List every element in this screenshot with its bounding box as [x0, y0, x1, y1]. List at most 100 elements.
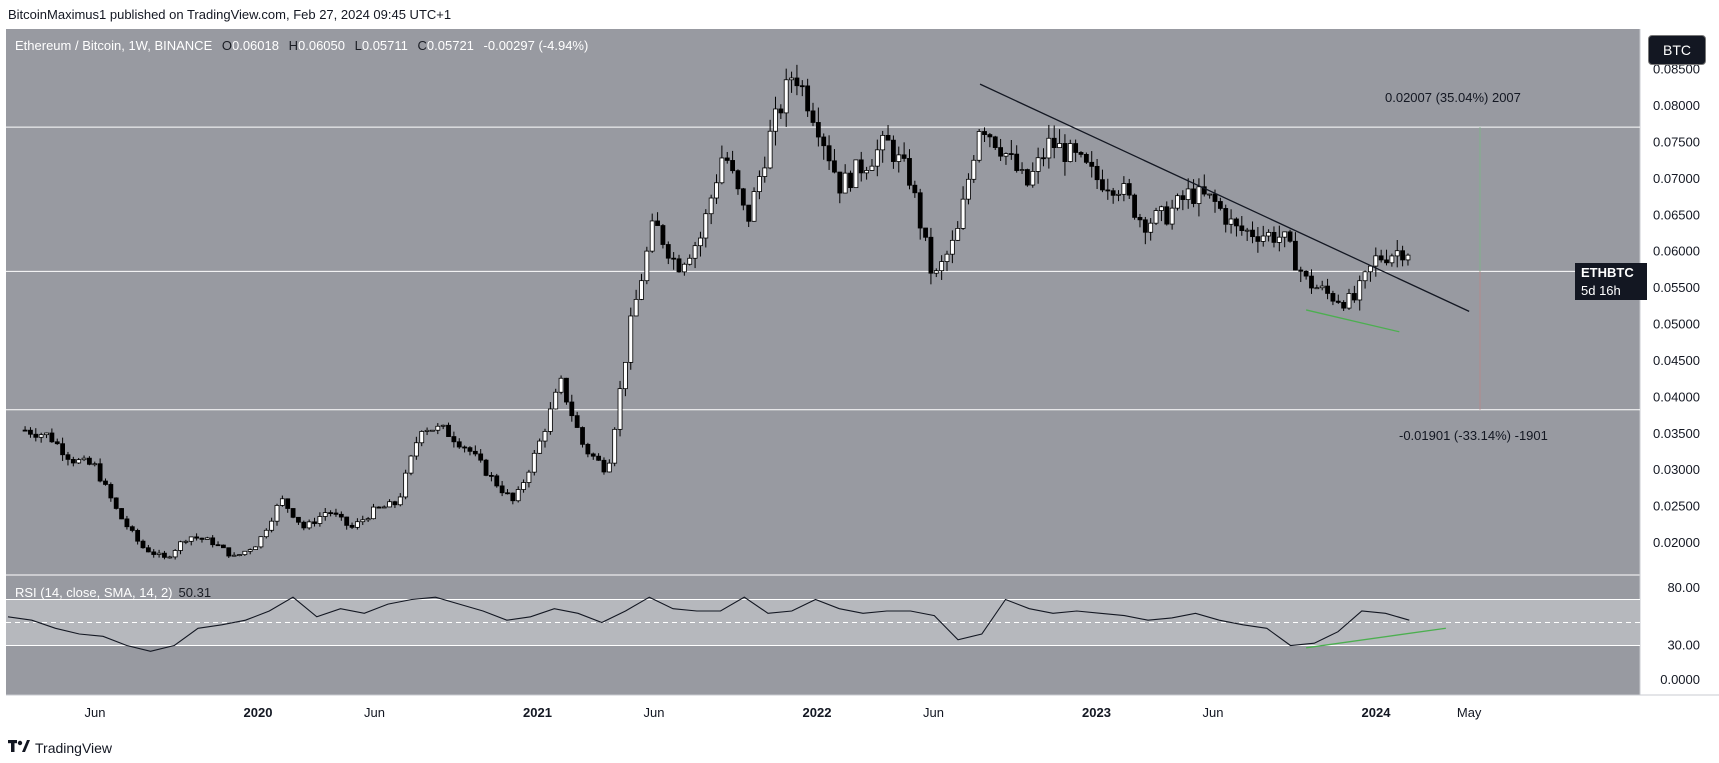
candle-up: [773, 108, 778, 132]
candle-up: [949, 239, 955, 255]
candle-down: [1014, 153, 1020, 171]
candle-down: [28, 429, 33, 435]
candle-down: [392, 501, 398, 506]
candle-down: [54, 441, 60, 445]
candle-up: [606, 462, 612, 473]
candle-down: [97, 463, 103, 482]
candle-down: [671, 257, 677, 260]
candle-down: [1335, 300, 1341, 303]
candle-down: [290, 508, 296, 518]
candle-up: [612, 428, 618, 464]
candle-up: [526, 471, 532, 483]
candle-down: [1051, 137, 1057, 149]
measure-upper-label: 0.02007 (35.04%) 2007: [1385, 90, 1521, 105]
candle-up: [1346, 293, 1352, 309]
candle-down: [60, 443, 66, 456]
candle-down: [1239, 225, 1245, 231]
candle-down: [301, 521, 307, 529]
candle-down: [1105, 189, 1111, 192]
candle-up: [322, 512, 328, 517]
price-tick-label: 0.04000: [1653, 389, 1700, 404]
candle-up: [1159, 206, 1164, 211]
candle-down: [1223, 208, 1229, 225]
candle-down: [22, 429, 28, 432]
candle-up: [553, 391, 559, 410]
candle-down: [805, 85, 811, 112]
candle-up: [617, 388, 623, 430]
candle-up: [408, 455, 414, 474]
candle-down: [489, 475, 494, 477]
candle-down: [1164, 206, 1170, 225]
candle-up: [698, 237, 703, 247]
candle-up: [413, 442, 419, 457]
candle-up: [274, 504, 280, 522]
candle-up: [76, 459, 82, 464]
time-tick-label: 2023: [1082, 705, 1111, 720]
candle-up: [306, 521, 312, 529]
rsi-axis: 80.00 30.00 0.0000: [1660, 580, 1700, 687]
candle-up: [1116, 193, 1121, 196]
rsi-tick-label: 30.00: [1667, 638, 1700, 653]
candle-down: [113, 497, 119, 509]
candle-up: [247, 549, 253, 552]
candle-up: [178, 541, 183, 551]
candle-down: [376, 506, 382, 509]
candle-down: [810, 110, 816, 123]
candle-down: [296, 516, 301, 523]
candle-up: [1394, 250, 1400, 257]
candle-up: [317, 516, 323, 524]
candle-down: [1025, 169, 1030, 186]
candle-up: [692, 245, 698, 259]
time-tick-label: 2024: [1362, 705, 1392, 720]
currency-button[interactable]: BTC: [1648, 35, 1706, 65]
drawings-layer: [979, 83, 1481, 410]
candle-up: [537, 440, 543, 454]
candle-up: [1067, 143, 1073, 162]
candle-up: [623, 361, 628, 390]
candle-down: [982, 131, 987, 135]
price-divergence-line: [1305, 309, 1400, 333]
candle-down: [1234, 218, 1239, 227]
candle-up: [1030, 171, 1036, 186]
candle-down: [928, 236, 934, 274]
candle-up: [1373, 255, 1379, 267]
descending-trendline: [979, 83, 1470, 312]
candle-down: [1212, 193, 1218, 202]
candle-down: [124, 518, 130, 528]
candle-down: [499, 485, 505, 494]
candle-down: [1041, 157, 1046, 160]
candle-up: [1362, 271, 1368, 282]
candle-down: [446, 424, 451, 437]
footer: TradingView: [8, 739, 112, 756]
candle-down: [1250, 229, 1255, 238]
time-tick-label: May: [1457, 705, 1482, 720]
price-tick-label: 0.02500: [1653, 499, 1700, 514]
candle-up: [933, 270, 939, 274]
candle-up: [719, 157, 725, 184]
candle-down: [1078, 152, 1084, 155]
candle-down: [1100, 179, 1105, 191]
candle-down: [1089, 161, 1095, 167]
tradingview-logo-icon: [8, 739, 30, 756]
price-tick-label: 0.07000: [1653, 171, 1700, 186]
candle-down: [901, 154, 907, 159]
candle-down: [478, 453, 484, 461]
candle-up: [1169, 207, 1175, 225]
candle-up: [1319, 285, 1325, 289]
time-axis: Jun 2020 Jun 2021 Jun 2022 Jun 2023 Jun 2024 May: [84, 705, 1481, 720]
candle-down: [1191, 188, 1196, 204]
candle-up: [258, 536, 264, 548]
candle-down: [1330, 293, 1336, 302]
candle-up: [1266, 231, 1272, 237]
candle-down: [472, 450, 478, 455]
candle-up: [681, 263, 687, 273]
candle-up: [628, 315, 634, 363]
candle-up: [1196, 186, 1202, 204]
candle-down: [917, 192, 923, 229]
candle-up: [269, 520, 275, 531]
time-tick-label: 2022: [803, 705, 832, 720]
candle-down: [1110, 190, 1116, 196]
price-axis: 0.02000 0.02500 0.03000 0.03500 0.04000 0.045…: [1653, 62, 1700, 550]
candle-up: [1260, 235, 1266, 242]
